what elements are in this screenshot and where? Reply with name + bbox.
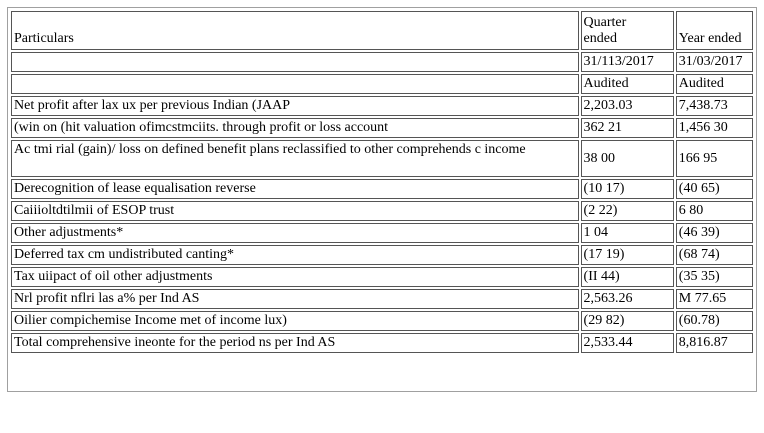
quarter-value: (10 17): [580, 179, 674, 199]
year-value: (35 35): [675, 267, 753, 287]
quarter-value: 2,563.26: [580, 289, 674, 309]
table-frame: Particulars Quarter ended Year ended 31/1…: [7, 7, 757, 392]
row-label: Caiiioltdtilmii of ESOP trust: [11, 201, 579, 221]
quarter-value: (17 19): [580, 245, 674, 265]
table-row: Tax uiipact of oil other adjustments (II…: [11, 267, 753, 287]
row-label: Tax uiipact of oil other adjustments: [11, 267, 579, 287]
year-value: (68 74): [675, 245, 753, 265]
row-label: Deferred tax cm undistributed canting*: [11, 245, 579, 265]
year-value: 8,816.87: [675, 333, 753, 353]
quarter-value: (29 82): [580, 311, 674, 331]
row-label: Derecognition of lease equalisation reve…: [11, 179, 579, 199]
quarter-value: 2,533.44: [580, 333, 674, 353]
quarter-value: (2 22): [580, 201, 674, 221]
table-row: Oilier compichemise Income met of income…: [11, 311, 753, 331]
row-label: Ac tmi rial (gain)/ loss on defined bene…: [11, 140, 579, 177]
year-value: 166 95: [675, 140, 753, 177]
table-row: Deferred tax cm undistributed canting* (…: [11, 245, 753, 265]
table-row: Ac tmi rial (gain)/ loss on defined bene…: [11, 140, 753, 177]
year-date: 31/03/2017: [675, 52, 753, 72]
empty-cell: [11, 74, 579, 94]
table-row: Derecognition of lease equalisation reve…: [11, 179, 753, 199]
table-row: Nrl profit nflri las a% per Ind AS 2,563…: [11, 289, 753, 309]
row-label: Other adjustments*: [11, 223, 579, 243]
year-value: (46 39): [675, 223, 753, 243]
row-label: Total comprehensive ineonte for the peri…: [11, 333, 579, 353]
quarter-value: 1 04: [580, 223, 674, 243]
row-label: (win on (hit valuation ofimcstmciits. th…: [11, 118, 579, 138]
quarter-header-line1: Quarter: [583, 15, 627, 30]
table-row: Total comprehensive ineonte for the peri…: [11, 333, 753, 353]
quarter-header-line2: ended: [583, 31, 617, 46]
table-row: Other adjustments* 1 04 (46 39): [11, 223, 753, 243]
year-value: 6 80: [675, 201, 753, 221]
quarter-value: 2,203.03: [580, 96, 674, 116]
header-row-status: Audited Audited: [11, 74, 753, 94]
quarter-value: 362 21: [580, 118, 674, 138]
year-ended-header: Year ended: [675, 11, 753, 50]
table-row: Net profit after lax ux per previous Ind…: [11, 96, 753, 116]
quarter-status: Audited: [580, 74, 674, 94]
year-value: (60.78): [675, 311, 753, 331]
quarter-ended-header: Quarter ended: [580, 11, 674, 50]
particulars-header: Particulars: [11, 11, 579, 50]
year-value: (40 65): [675, 179, 753, 199]
row-label: Oilier compichemise Income met of income…: [11, 311, 579, 331]
quarter-date: 31/113/2017: [580, 52, 674, 72]
row-label: Nrl profit nflri las a% per Ind AS: [11, 289, 579, 309]
quarter-value: (II 44): [580, 267, 674, 287]
row-label: Net profit after lax ux per previous Ind…: [11, 96, 579, 116]
table-row: Caiiioltdtilmii of ESOP trust (2 22) 6 8…: [11, 201, 753, 221]
reconciliation-table: Particulars Quarter ended Year ended 31/1…: [9, 9, 755, 355]
year-value: 7,438.73: [675, 96, 753, 116]
year-status: Audited: [675, 74, 753, 94]
table-row: (win on (hit valuation ofimcstmciits. th…: [11, 118, 753, 138]
empty-cell: [11, 52, 579, 72]
quarter-value: 38 00: [580, 140, 674, 177]
year-value: 1,456 30: [675, 118, 753, 138]
year-value: M 77.65: [675, 289, 753, 309]
header-row-title: Particulars Quarter ended Year ended: [11, 11, 753, 50]
header-row-dates: 31/113/2017 31/03/2017: [11, 52, 753, 72]
